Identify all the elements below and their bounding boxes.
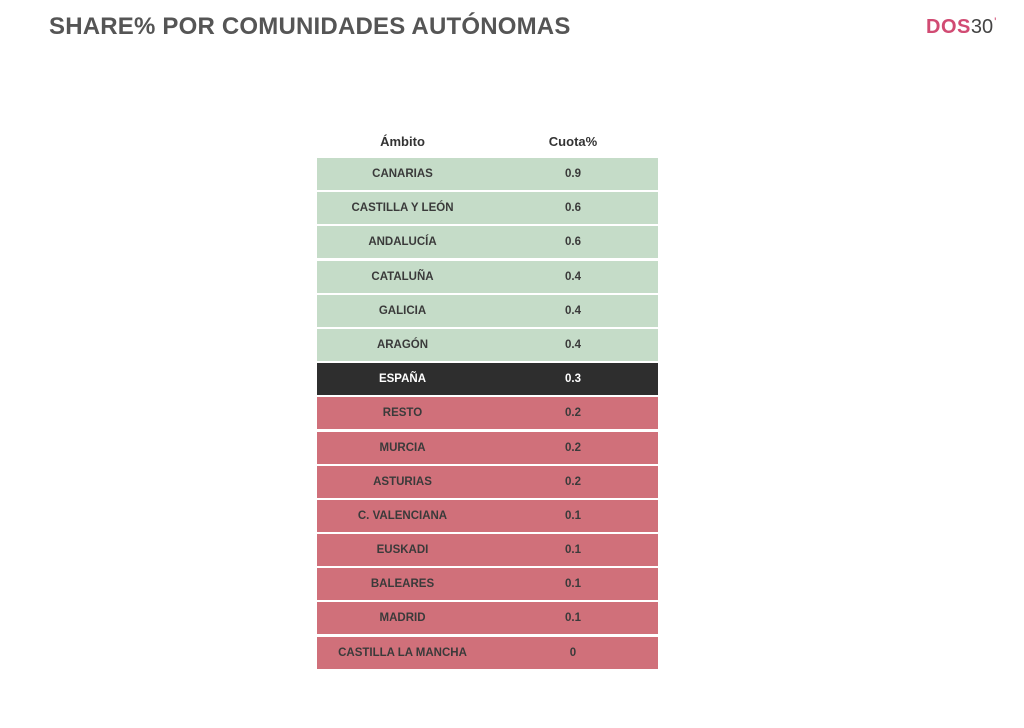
table-row: ARAGÓN 0.4 [317,328,658,361]
cell-ambito: MURCIA [379,441,426,454]
cell-ambito: C. VALENCIANA [357,509,448,522]
cell-cuota: 0.1 [565,578,581,591]
page-title: SHARE% POR COMUNIDADES AUTÓNOMAS [49,13,571,40]
cell-cuota: 0.1 [565,509,581,522]
table-header: Ámbito Cuota% [317,124,658,158]
table-row: ASTURIAS 0.2 [317,465,658,498]
table-row: ANDALUCÍA 0.6 [317,226,658,259]
table-row: CANARIAS 0.9 [317,158,658,190]
cell-ambito: CANARIAS [372,168,433,180]
cell-cuota: 0.1 [565,544,581,557]
cell-cuota: 0.2 [565,407,581,420]
table-row: GALICIA 0.4 [317,294,658,327]
logo-brand: DOS [926,16,971,38]
cell-cuota: 0.4 [565,338,581,351]
cell-ambito: CATALUÑA [371,270,434,283]
cell-cuota: 0.4 [565,304,581,317]
logo-tick: ' [994,15,997,29]
cell-cuota: 0.6 [565,236,581,249]
cell-cuota: 0.9 [565,168,581,180]
table-row: CASTILLA LA MANCHA 0 [317,636,658,669]
cell-ambito: ARAGÓN [376,338,429,351]
cell-cuota: 0.3 [565,373,581,386]
cell-ambito: EUSKADI [376,544,429,557]
table-row: MURCIA 0.2 [317,431,658,464]
table-row: EUSKADI 0.1 [317,534,658,567]
dos30-logo: DOS 30 ' [926,16,996,38]
table-row: C. VALENCIANA 0.1 [317,499,658,532]
table-row: RESTO 0.2 [317,397,658,430]
cell-cuota: 0.2 [565,441,581,454]
cell-ambito: GALICIA [378,304,427,317]
cell-cuota: 0.2 [565,475,581,488]
cell-cuota: 0 [569,646,577,659]
header-ambito: Ámbito [380,133,425,149]
cell-ambito: CASTILLA Y LEÓN [351,202,454,215]
cell-ambito: BALEARES [370,578,435,591]
table-row: ESPAÑA 0.3 [317,363,658,396]
cell-cuota: 0.4 [565,270,581,283]
cell-ambito: ANDALUCÍA [368,236,437,249]
table-body: CANARIAS 0.9 CASTILLA Y LEÓN 0.6 ANDALUCÍA 0.… [317,158,658,669]
header-cuota: Cuota% [548,133,598,149]
table-row: BALEARES 0.1 [317,568,658,601]
cell-cuota: 0.6 [565,202,581,215]
table-row: CASTILLA Y LEÓN 0.6 [317,192,658,225]
cell-ambito: RESTO [382,407,423,420]
table-row: MADRID 0.1 [317,602,658,635]
cell-cuota: 0.1 [565,612,581,625]
share-table: Ámbito Cuota% CANARIAS 0.9 CASTILLA Y LEÓN… [317,124,658,671]
table-row: CATALUÑA 0.4 [317,260,658,293]
cell-ambito: ASTURIAS [373,475,432,488]
cell-ambito: CASTILLA LA MANCHA [338,646,467,659]
cell-ambito: ESPAÑA [378,373,427,386]
logo-number: 30 [970,16,994,38]
cell-ambito: MADRID [379,612,426,625]
